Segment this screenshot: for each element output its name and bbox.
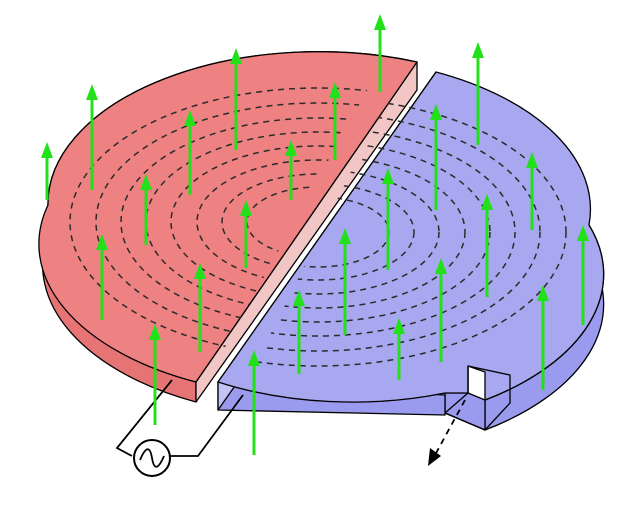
up-arrow-icon	[248, 350, 260, 455]
up-arrow-icon	[577, 225, 589, 325]
up-arrow-icon	[194, 263, 206, 352]
up-arrow-icon	[481, 194, 493, 297]
up-arrow-icon	[86, 84, 98, 190]
up-arrow-icon	[526, 152, 538, 230]
up-arrow-icon	[472, 42, 484, 145]
up-arrow-icon	[393, 318, 405, 380]
up-arrow-icon	[96, 234, 108, 320]
up-arrow-icon	[339, 228, 351, 335]
up-arrow-icon	[149, 324, 161, 425]
right-plate-tab	[444, 365, 511, 431]
up-arrow-icon	[285, 140, 297, 200]
right-plate-top	[217, 71, 605, 403]
up-arrow-icon	[41, 142, 53, 200]
left-plate-top	[38, 51, 418, 383]
up-arrow-icon	[430, 104, 442, 210]
dashed-arrow-icon	[428, 399, 466, 466]
up-arrow-icon	[537, 285, 549, 390]
left-half-plate	[38, 51, 418, 403]
up-arrow-icon	[184, 110, 196, 195]
up-arrow-icon	[140, 174, 152, 245]
up-arrow-icon	[374, 14, 386, 92]
magnetic-field-arrows	[41, 14, 589, 455]
up-arrow-icon	[230, 48, 242, 150]
up-arrow-icon	[293, 290, 305, 374]
up-arrow-icon	[329, 82, 341, 160]
up-arrow-icon	[240, 200, 252, 268]
right-wire	[170, 394, 244, 457]
ac-source-icon	[133, 439, 171, 477]
up-arrow-icon	[435, 258, 447, 362]
up-arrow-icon	[382, 168, 394, 270]
